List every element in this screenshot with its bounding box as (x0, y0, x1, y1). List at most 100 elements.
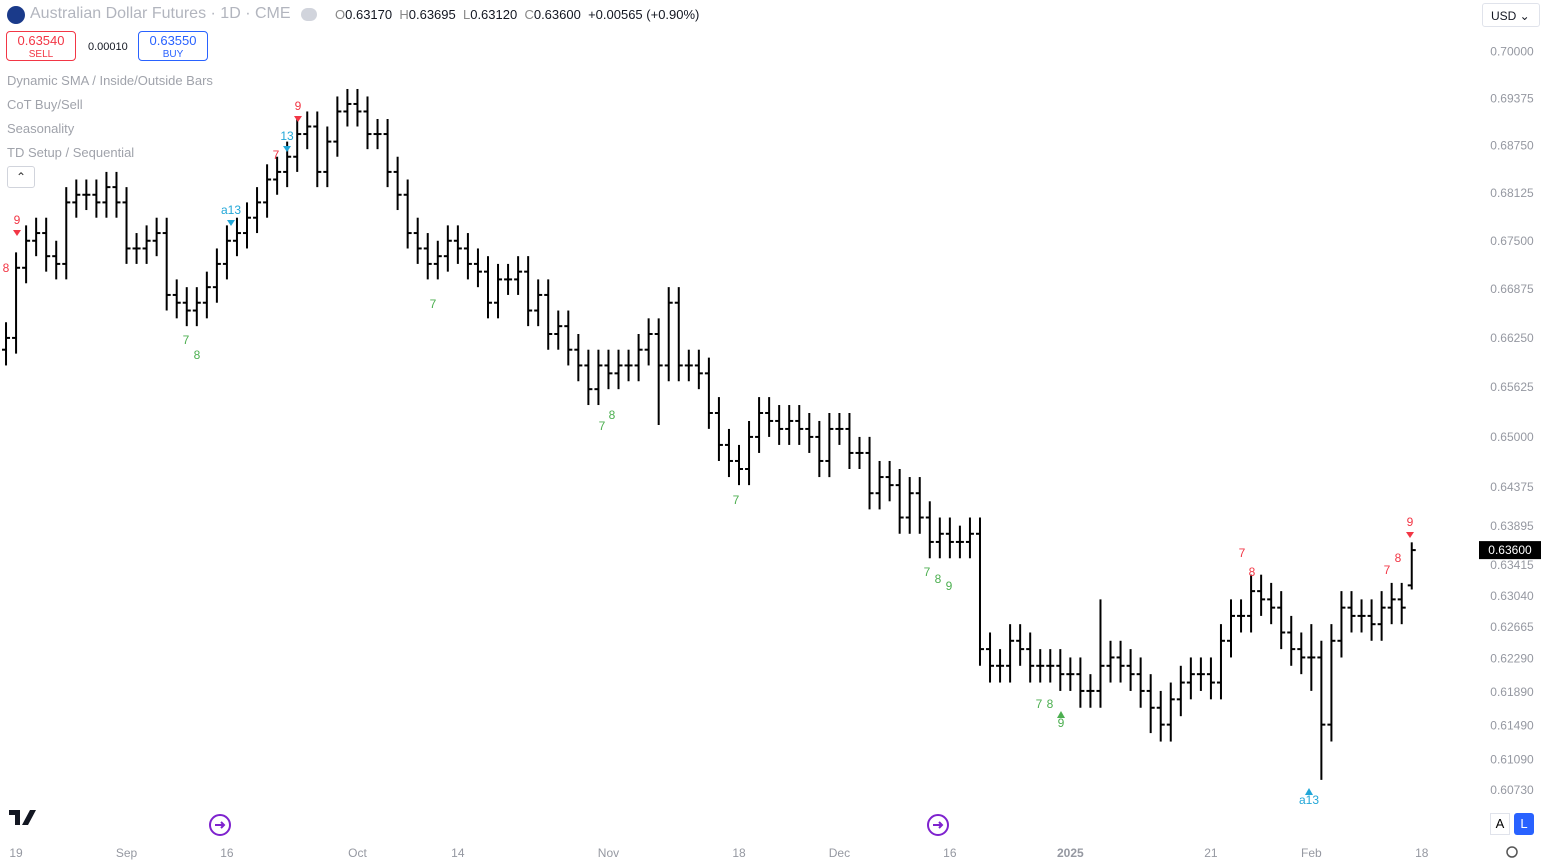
y-tick-label: 0.63895 (1490, 519, 1534, 533)
x-tick-label: Feb (1301, 846, 1322, 860)
symbol-title[interactable]: Australian Dollar Futures · 1D · CME (30, 5, 291, 22)
signal-arrow (283, 146, 291, 152)
signal-arrow (13, 230, 21, 236)
td-count-label: 8 (1047, 697, 1054, 711)
sell-label: SELL (28, 49, 54, 60)
y-tick-label: 0.60730 (1490, 783, 1534, 797)
y-tick-label: 0.63040 (1490, 589, 1534, 603)
c-value: 0.63600 (533, 7, 581, 22)
td-count-label: 7 (1239, 546, 1246, 560)
td-count-label: 9 (946, 579, 953, 593)
td-count-label: 7 (1384, 563, 1391, 577)
indicator-label[interactable]: CoT Buy/Sell (7, 97, 83, 112)
y-tick-label: 0.65625 (1490, 380, 1534, 394)
x-tick-label: Nov (598, 846, 619, 860)
indicator-label[interactable]: Seasonality (7, 121, 75, 136)
y-tick-label: 0.67500 (1490, 234, 1534, 248)
x-tick-label: Dec (829, 846, 850, 860)
last-price-label: 0.63600 (1488, 543, 1532, 557)
event-icon (927, 814, 949, 836)
x-tick-label: 19 (9, 846, 23, 860)
y-tick-label: 0.66250 (1490, 331, 1534, 345)
td-count-label: 7 (183, 333, 190, 347)
signal-arrow (1057, 711, 1065, 718)
td-count-label: 8 (1395, 551, 1402, 565)
x-tick-label: 14 (451, 846, 465, 860)
y-tick-label: 0.69375 (1490, 91, 1534, 105)
y-tick-label: 0.68125 (1490, 186, 1534, 200)
y-tick-label: 0.68750 (1490, 138, 1534, 152)
x-tick-label: 21 (1204, 846, 1218, 860)
logo (9, 810, 36, 825)
indicator-label[interactable]: Dynamic SMA / Inside/Outside Bars (7, 73, 213, 88)
td-count-label: 8 (935, 572, 942, 586)
collapse-button[interactable] (301, 8, 317, 21)
sell-button[interactable]: 0.63540 SELL (6, 31, 76, 61)
log-scale-button[interactable]: L (1514, 813, 1534, 835)
td-count-label: 7 (1036, 697, 1043, 711)
y-tick-label: 0.63415 (1490, 558, 1534, 572)
td-count-label: a13 (1299, 793, 1319, 807)
td-count-label: 8 (3, 261, 10, 275)
x-tick-label: 16 (220, 846, 234, 860)
td-count-label: 7 (733, 493, 740, 507)
y-tick-label: 0.66875 (1490, 282, 1534, 296)
l-label: L (462, 7, 471, 22)
buy-label: BUY (162, 49, 184, 60)
td-count-label: 9 (1058, 716, 1065, 730)
event-icon (209, 814, 231, 836)
currency-select[interactable]: USD ⌄ (1482, 3, 1540, 27)
o-label: O (335, 7, 346, 22)
td-count-label: 8 (194, 348, 201, 362)
y-tick-label: 0.61490 (1490, 718, 1534, 732)
collapse-indicators[interactable]: ⌃ (7, 166, 35, 188)
td-count-label: 13 (280, 129, 294, 143)
x-tick-label: 18 (732, 846, 746, 860)
h-label: H (399, 7, 409, 22)
o-value: 0.63170 (345, 7, 393, 22)
x-tick-label: 16 (943, 846, 957, 860)
x-tick-label: 18 (1415, 846, 1429, 860)
buy-button[interactable]: 0.63550 BUY (138, 31, 208, 61)
x-tick-label: 2025 (1057, 846, 1084, 860)
y-tick-label: 0.61090 (1490, 752, 1534, 766)
td-count-label: 7 (924, 565, 931, 579)
td-count-label: 7 (599, 419, 606, 433)
td-count-label: 8 (1249, 565, 1256, 579)
c-label: C (524, 7, 534, 22)
buy-price: 0.63550 (149, 33, 197, 48)
x-tick-label: Oct (348, 846, 367, 860)
spread: 0.00010 (88, 41, 128, 53)
y-tick-label: 0.62290 (1490, 651, 1534, 665)
signal-arrow (294, 116, 302, 122)
x-tick-label: Sep (116, 846, 138, 860)
h-value: 0.63695 (408, 7, 456, 22)
y-tick-label: 0.61890 (1490, 685, 1534, 699)
td-count-label: 7 (273, 148, 280, 162)
ohlc-legend: O0.63170 H0.63695 L0.63120 C0.63600 +0.0… (335, 7, 699, 22)
signal-arrow (227, 220, 235, 226)
sell-price: 0.63540 (17, 33, 65, 48)
y-tick-label: 0.70000 (1490, 45, 1534, 59)
td-count-label: 9 (14, 213, 21, 227)
y-tick-label: 0.62665 (1490, 620, 1534, 634)
auto-scale-button[interactable]: A (1490, 813, 1510, 835)
flag-icon (7, 6, 25, 24)
td-count-label: a13 (221, 203, 241, 217)
td-count-label: 8 (609, 408, 616, 422)
y-tick-label: 0.64375 (1490, 480, 1534, 494)
l-value: 0.63120 (470, 7, 518, 22)
last-price-box (1479, 541, 1541, 560)
event-icon (933, 821, 944, 829)
event-icon (215, 821, 226, 829)
settings-icon (1506, 846, 1518, 858)
signal-arrow (1406, 532, 1414, 538)
change: +0.00565 (+0.90%) (588, 7, 700, 22)
signal-arrow (1305, 788, 1313, 795)
td-count-label: 9 (295, 99, 302, 113)
td-count-label: 7 (430, 297, 437, 311)
currency: USD (1491, 9, 1517, 23)
indicator-label[interactable]: TD Setup / Sequential (7, 145, 135, 160)
